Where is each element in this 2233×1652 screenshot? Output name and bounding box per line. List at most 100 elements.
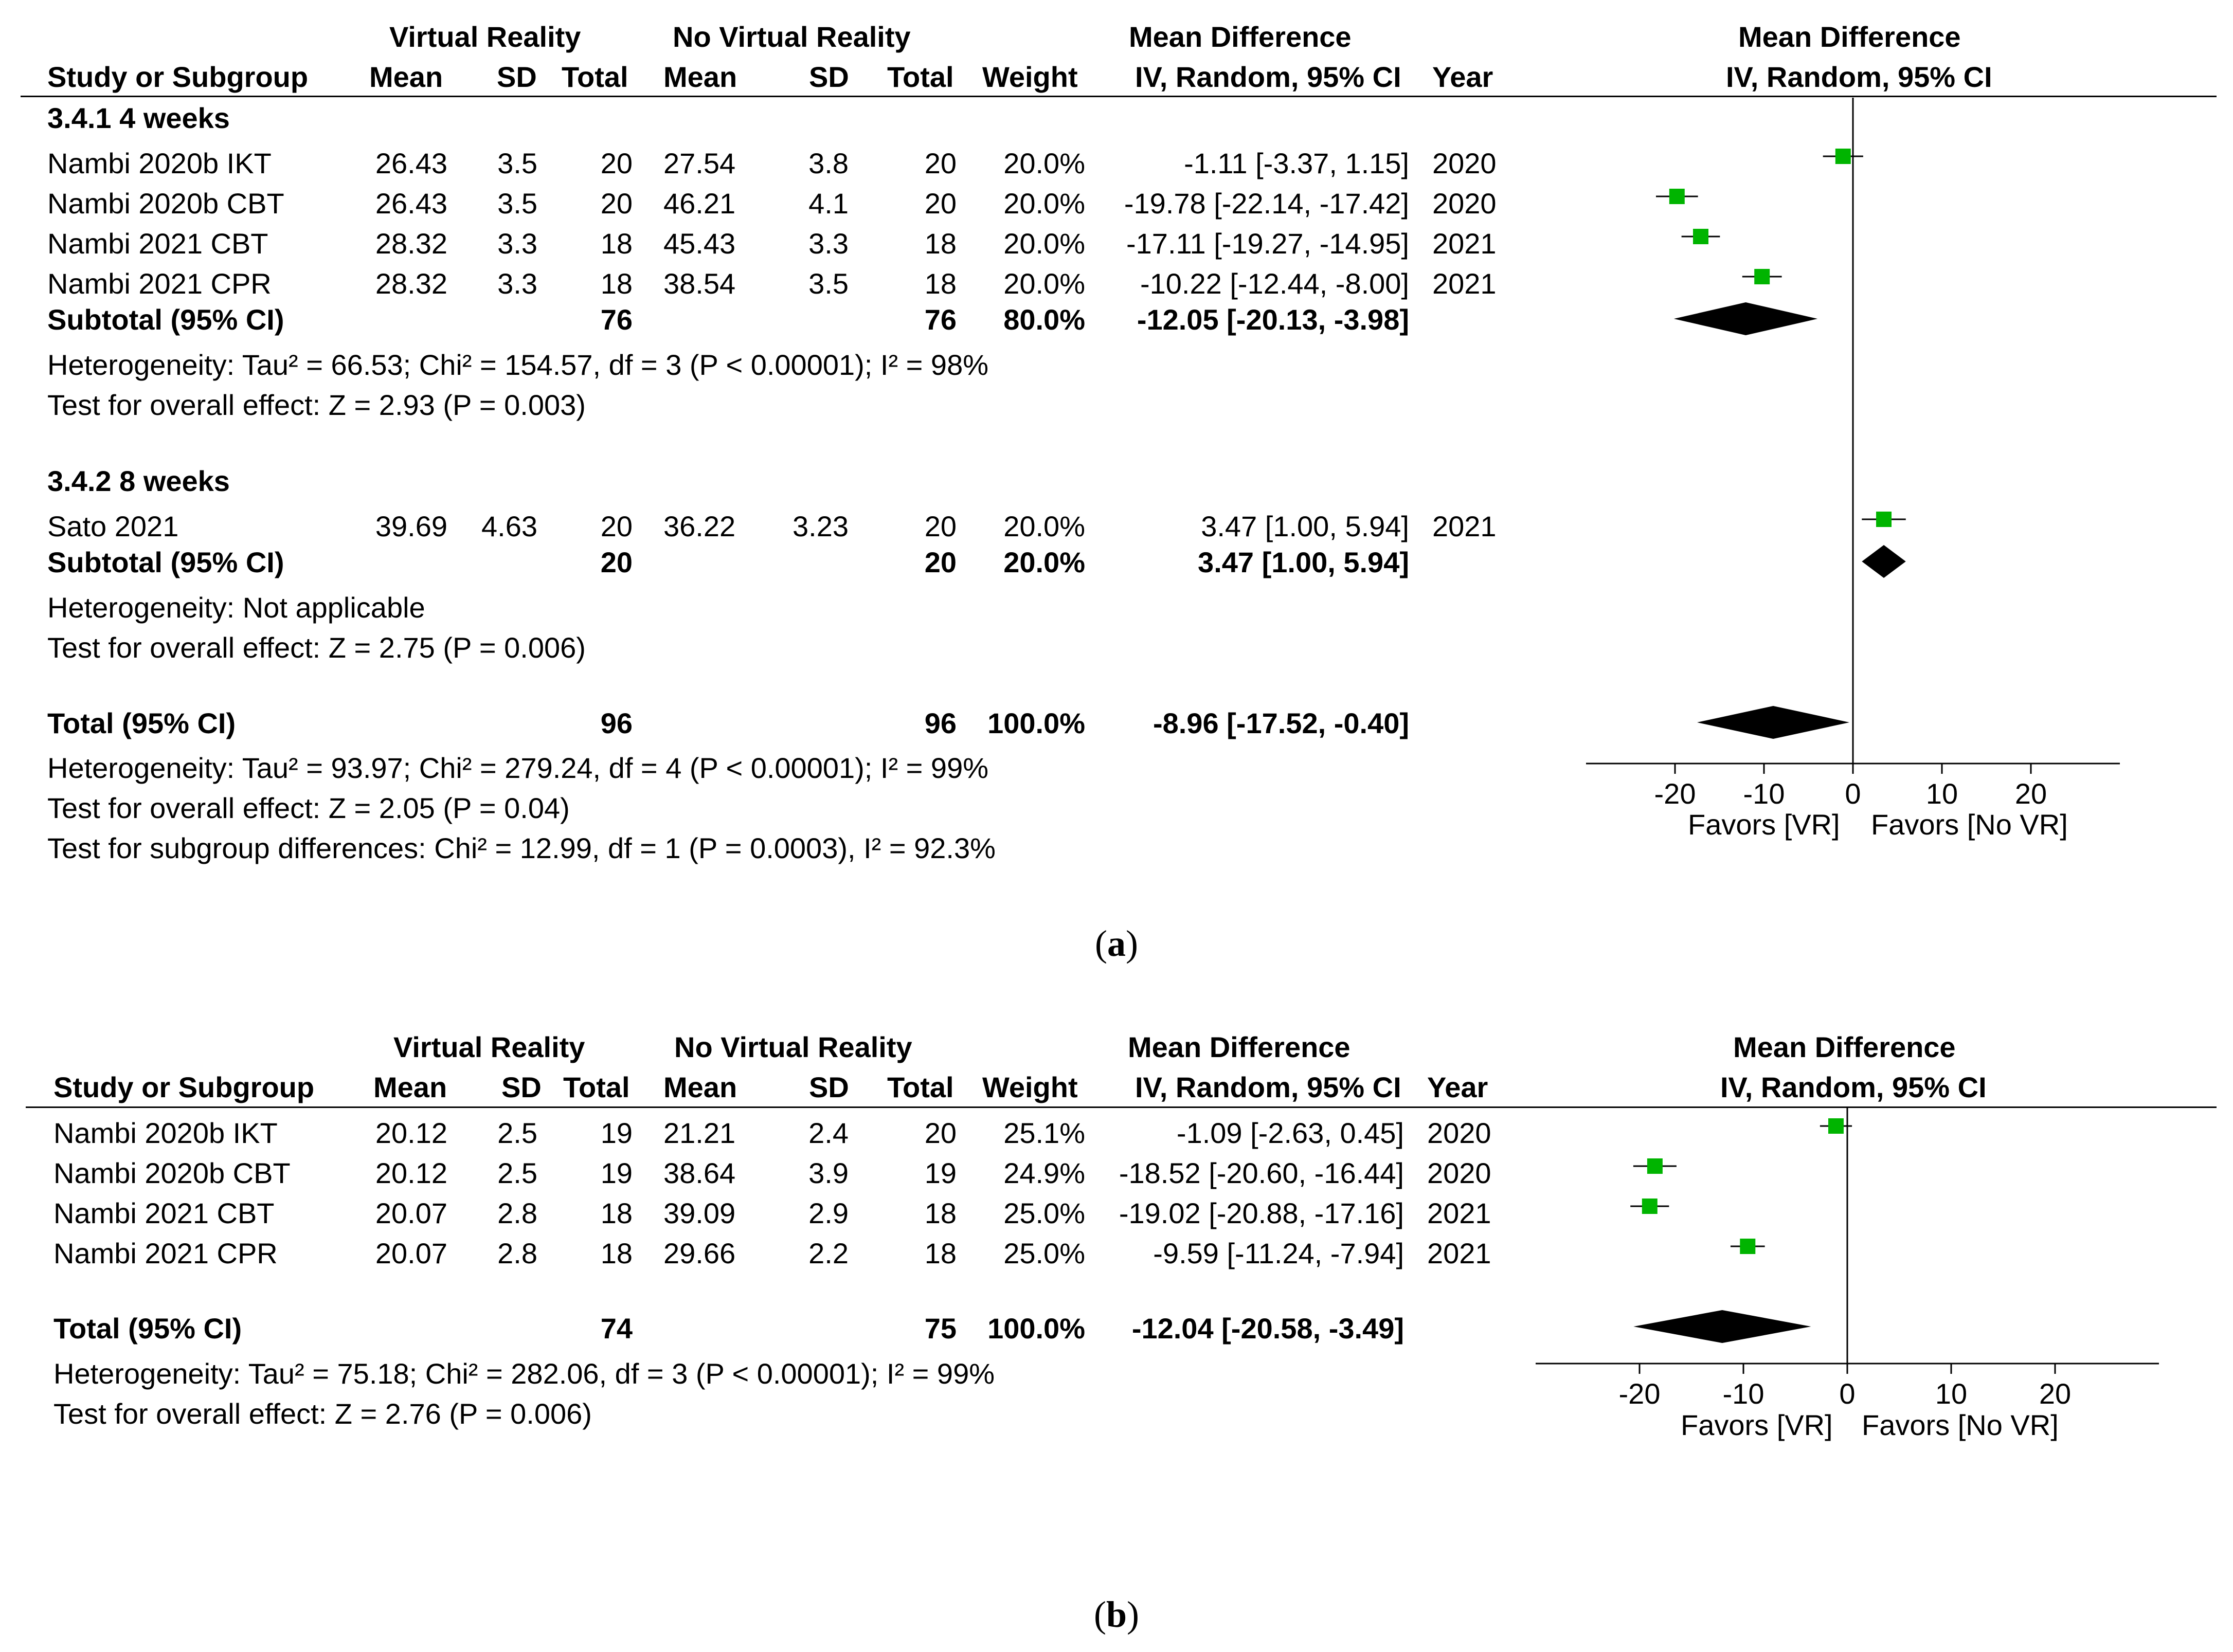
mean-vr: 20.12 — [375, 1157, 447, 1189]
total-vr: 74 — [600, 1312, 633, 1345]
total-vr: 19 — [600, 1157, 633, 1189]
total-novr: 18 — [924, 267, 957, 300]
x-tick-label: 20 — [2015, 777, 2047, 810]
weight: 20.0% — [1003, 187, 1085, 220]
col-total: Total — [562, 61, 628, 93]
mean-diff-ci: -1.09 [-2.63, 0.45] — [1176, 1117, 1404, 1149]
study-point — [1835, 149, 1851, 164]
study-point — [1828, 1118, 1844, 1134]
favors-vr-label: Favors [VR] — [1688, 808, 1840, 841]
weight: 20.0% — [1003, 546, 1085, 578]
col-ci: IV, Random, 95% CI — [1135, 61, 1401, 93]
year: 2020 — [1432, 147, 1497, 179]
mean-diff-ci: -19.02 [-20.88, -17.16] — [1119, 1197, 1404, 1229]
sd-vr: 3.3 — [497, 227, 537, 260]
total-novr: 18 — [924, 227, 957, 260]
year: 2020 — [1427, 1117, 1491, 1149]
mean-vr: 20.07 — [375, 1197, 447, 1229]
col-sd: SD — [501, 1071, 542, 1103]
x-tick-label: 0 — [1845, 777, 1861, 810]
col-weight: Weight — [982, 61, 1078, 93]
mean-novr: 21.21 — [663, 1117, 736, 1149]
sd-vr: 2.5 — [497, 1157, 537, 1189]
x-tick-label: -10 — [1743, 777, 1785, 810]
plot-subheader: IV, Random, 95% CI — [1720, 1071, 1987, 1103]
study-point — [1642, 1199, 1658, 1214]
sd-novr: 4.1 — [808, 187, 849, 220]
sd-novr: 3.23 — [793, 510, 849, 542]
forest-plot-a: Virtual Reality No Virtual Reality Mean … — [21, 21, 2217, 964]
weight: 24.9% — [1003, 1157, 1085, 1189]
year: 2021 — [1432, 227, 1497, 260]
md-header: Mean Difference — [1129, 21, 1352, 53]
study-name: Nambi 2020b CBT — [53, 1157, 291, 1189]
caption-close: ) — [1126, 923, 1138, 964]
total-novr: 18 — [924, 1197, 957, 1229]
mean-diff-ci: -10.22 [-12.44, -8.00] — [1140, 267, 1409, 300]
mean-diff-ci: -9.59 [-11.24, -7.94] — [1153, 1237, 1404, 1269]
col-total2: Total — [887, 61, 954, 93]
mean-diff-ci: -19.78 [-22.14, -17.42] — [1124, 187, 1409, 220]
total-novr: 19 — [924, 1157, 957, 1189]
year: 2021 — [1432, 510, 1497, 542]
mean-diff-ci: 3.47 [1.00, 5.94] — [1198, 546, 1409, 578]
sd-novr: 3.5 — [808, 267, 849, 300]
overall-effect-text: Test for overall effect: Z = 2.75 (P = 0… — [47, 631, 586, 664]
subtotal-label: Subtotal (95% CI) — [47, 303, 284, 336]
sd-novr: 2.4 — [808, 1117, 849, 1149]
col-study: Study or Subgroup — [53, 1071, 315, 1103]
weight: 20.0% — [1003, 510, 1085, 542]
caption-open: ( — [1095, 923, 1107, 964]
x-tick-label: 0 — [1839, 1377, 1855, 1410]
forest-plot-b-chart: -20 -10 0 10 20 — [1536, 1108, 2159, 1410]
sd-novr: 3.8 — [808, 147, 849, 179]
favors-novr-label: Favors [No VR] — [1862, 1409, 2059, 1441]
overall-effect-text: Test for overall effect: Z = 2.05 (P = 0… — [47, 792, 570, 824]
weight: 20.0% — [1003, 267, 1085, 300]
header-rule — [21, 96, 2217, 97]
heterogeneity-text: Heterogeneity: Tau² = 66.53; Chi² = 154.… — [47, 349, 989, 381]
sd-novr: 3.3 — [808, 227, 849, 260]
plot-header: Mean Difference — [1733, 1031, 1956, 1063]
total-novr: 18 — [924, 1237, 957, 1269]
study-name: Nambi 2020b IKT — [47, 147, 272, 179]
x-tick-label: 10 — [1935, 1377, 1967, 1410]
col-ci: IV, Random, 95% CI — [1135, 1071, 1401, 1103]
study-name: Nambi 2020b IKT — [53, 1117, 278, 1149]
col-mean: Mean — [373, 1071, 447, 1103]
x-tick-label: -10 — [1723, 1377, 1764, 1410]
caption-b: (b) — [0, 1594, 2233, 1635]
mean-vr: 20.07 — [375, 1237, 447, 1269]
total-vr: 18 — [600, 267, 633, 300]
x-tick-label: 10 — [1926, 777, 1958, 810]
weight: 25.0% — [1003, 1237, 1085, 1269]
sd-vr: 2.5 — [497, 1117, 537, 1149]
plot-header: Mean Difference — [1738, 21, 1961, 53]
weight: 25.0% — [1003, 1197, 1085, 1229]
year: 2021 — [1427, 1197, 1491, 1229]
col-total2: Total — [887, 1071, 954, 1103]
subgroup-differences-text: Test for subgroup differences: Chi² = 12… — [47, 832, 996, 864]
mean-diff-ci: -12.05 [-20.13, -3.98] — [1137, 303, 1409, 336]
x-tick-label: 20 — [2039, 1377, 2071, 1410]
sd-vr: 3.3 — [497, 267, 537, 300]
mean-vr: 26.43 — [375, 147, 447, 179]
md-header: Mean Difference — [1128, 1031, 1350, 1063]
subgroup-title: 3.4.2 8 weeks — [47, 465, 230, 497]
total-vr: 18 — [600, 1197, 633, 1229]
total-vr: 76 — [600, 303, 633, 336]
group-header-vr: Virtual Reality — [393, 1031, 585, 1063]
caption-letter: a — [1107, 923, 1126, 964]
study-point — [1669, 189, 1685, 204]
x-tick-label: -20 — [1619, 1377, 1661, 1410]
col-mean2: Mean — [663, 61, 737, 93]
mean-novr: 27.54 — [663, 147, 736, 179]
col-sd2: SD — [809, 61, 849, 93]
favors-vr-label: Favors [VR] — [1681, 1409, 1833, 1441]
study-name: Nambi 2021 CBT — [47, 227, 268, 260]
mean-novr: 36.22 — [663, 510, 736, 542]
total-novr: 20 — [924, 1117, 957, 1149]
year: 2021 — [1427, 1237, 1491, 1269]
subtotal-label: Subtotal (95% CI) — [47, 546, 284, 578]
group-header-vr: Virtual Reality — [389, 21, 581, 53]
